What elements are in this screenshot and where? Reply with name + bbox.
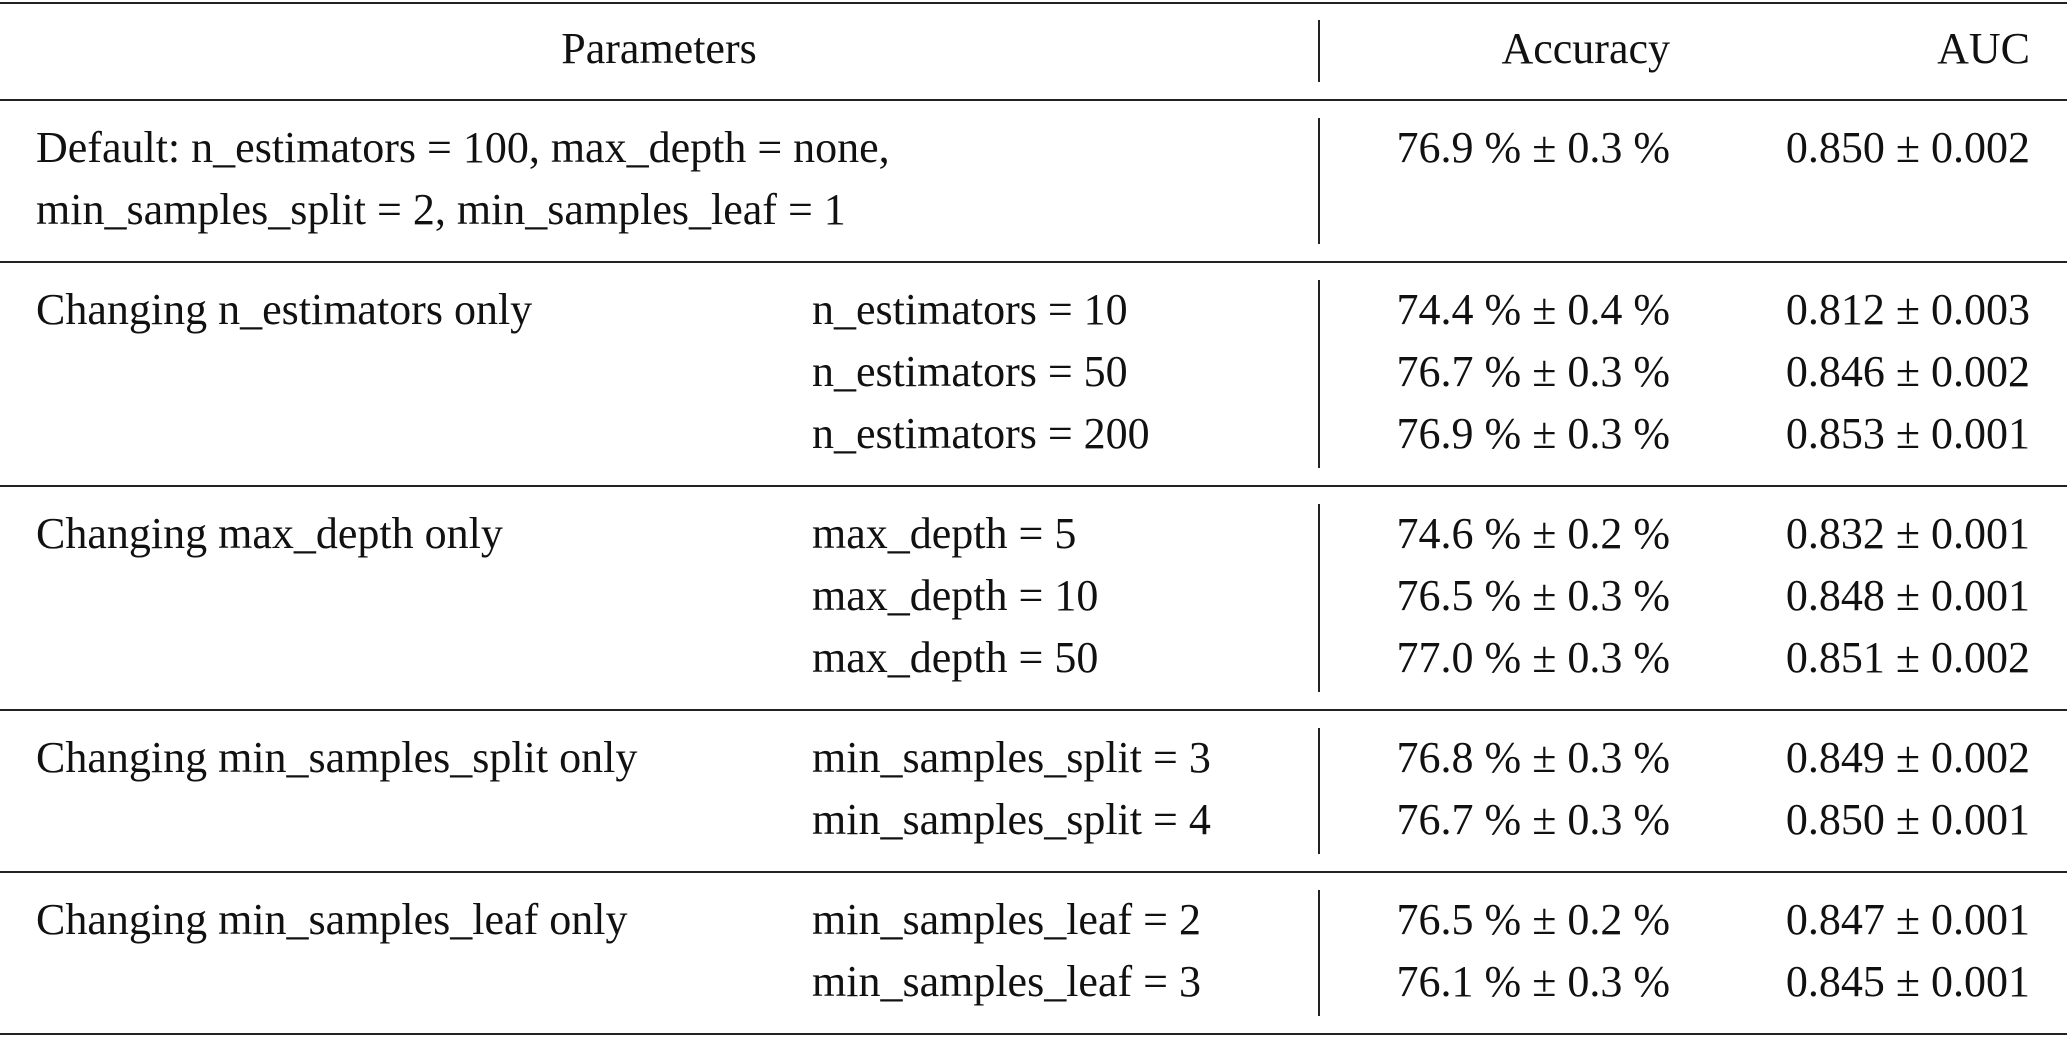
param-cell: n_estimators = 10 <box>812 285 1128 334</box>
param-cell: max_depth = 10 <box>812 571 1099 620</box>
auc-cell: 0.848 ± 0.001 <box>1785 571 2030 620</box>
rule <box>0 99 2067 101</box>
rule <box>0 485 2067 487</box>
column-divider <box>1318 20 1320 82</box>
accuracy-cell: 76.5 % ± 0.2 % <box>1396 895 1670 944</box>
auc-cell: 0.846 ± 0.002 <box>1785 347 2030 396</box>
accuracy-cell: 76.7 % ± 0.3 % <box>1396 795 1670 844</box>
auc-cell: 0.845 ± 0.001 <box>1785 957 2030 1006</box>
auc-cell: 0.847 ± 0.001 <box>1785 895 2030 944</box>
accuracy-cell: 76.7 % ± 0.3 % <box>1396 347 1670 396</box>
param-cell: min_samples_leaf = 3 <box>812 957 1201 1006</box>
header-cell: AUC <box>1937 24 2030 73</box>
accuracy-cell: 76.1 % ± 0.3 % <box>1396 957 1670 1006</box>
param-cell: max_depth = 50 <box>812 633 1099 682</box>
accuracy-cell: 76.5 % ± 0.3 % <box>1396 571 1670 620</box>
column-divider <box>1318 280 1320 468</box>
param-cell: max_depth = 5 <box>812 509 1077 558</box>
group-label: Changing min_samples_leaf only <box>36 895 628 944</box>
accuracy-cell: 76.8 % ± 0.3 % <box>1396 733 1670 782</box>
param-cell: min_samples_split = 4 <box>812 795 1211 844</box>
param-cell: min_samples_leaf = 2 <box>812 895 1201 944</box>
rule <box>0 871 2067 873</box>
group-label: Changing n_estimators only <box>36 285 533 334</box>
column-divider <box>1318 890 1320 1016</box>
param-cell: n_estimators = 50 <box>812 347 1128 396</box>
rule <box>0 1033 2067 1035</box>
accuracy-cell: 77.0 % ± 0.3 % <box>1396 633 1670 682</box>
group-label: min_samples_split = 2, min_samples_leaf … <box>36 185 846 234</box>
accuracy-cell: 74.6 % ± 0.2 % <box>1396 509 1670 558</box>
auc-cell: 0.812 ± 0.003 <box>1785 285 2030 334</box>
header-cell: Parameters <box>561 24 757 73</box>
param-cell: n_estimators = 200 <box>812 409 1150 458</box>
accuracy-cell: 76.9 % ± 0.3 % <box>1396 409 1670 458</box>
rule <box>0 709 2067 711</box>
accuracy-cell: 76.9 % ± 0.3 % <box>1396 123 1670 172</box>
auc-cell: 0.853 ± 0.001 <box>1785 409 2030 458</box>
column-divider <box>1318 728 1320 854</box>
group-label: Default: n_estimators = 100, max_depth =… <box>36 123 890 172</box>
column-divider <box>1318 504 1320 692</box>
rule <box>0 261 2067 263</box>
auc-cell: 0.850 ± 0.002 <box>1785 123 2030 172</box>
param-cell: min_samples_split = 3 <box>812 733 1211 782</box>
column-divider <box>1318 118 1320 244</box>
header-cell: Accuracy <box>1501 24 1670 73</box>
auc-cell: 0.851 ± 0.002 <box>1785 633 2030 682</box>
auc-cell: 0.850 ± 0.001 <box>1785 795 2030 844</box>
rule <box>0 2 2067 4</box>
group-label: Changing min_samples_split only <box>36 733 638 782</box>
auc-cell: 0.832 ± 0.001 <box>1785 509 2030 558</box>
accuracy-cell: 74.4 % ± 0.4 % <box>1396 285 1670 334</box>
group-label: Changing max_depth only <box>36 509 503 558</box>
auc-cell: 0.849 ± 0.002 <box>1785 733 2030 782</box>
